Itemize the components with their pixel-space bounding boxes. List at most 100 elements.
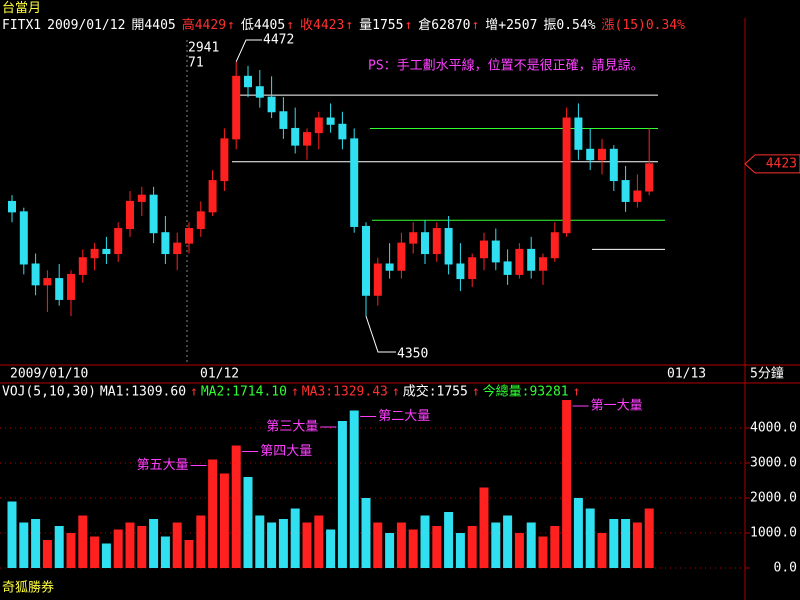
volume-bar [7, 501, 17, 568]
volume-bar [597, 533, 607, 568]
quote-field: 2009/01/12 [47, 18, 126, 33]
candle-fill [433, 228, 441, 254]
volume-bar [19, 522, 29, 568]
y-tick-label: 0.0 [774, 561, 797, 576]
volume-bar [208, 459, 218, 568]
candle-body [444, 228, 453, 265]
volume-bar [361, 498, 371, 568]
volume-bar [42, 540, 52, 568]
cursor-label: 2941 [188, 41, 219, 56]
volume-legend: ↑ [392, 385, 400, 400]
candle-fill [539, 257, 547, 271]
leader [365, 315, 396, 353]
volume-legend: ↑ [291, 385, 299, 400]
volume-legend: ↑ [573, 385, 581, 400]
volume-bar [373, 522, 383, 568]
candle-body [350, 138, 359, 227]
y-tick-label: 3000.0 [750, 456, 797, 471]
candle-fill [397, 243, 405, 271]
volume-bar [66, 533, 76, 568]
candle-fill [480, 241, 488, 258]
candle-body [244, 75, 252, 88]
quote-field: ↑ [227, 18, 235, 33]
volume-note: 第四大量 [260, 444, 312, 459]
candle-body [149, 194, 158, 234]
volume-bar [196, 515, 206, 568]
quote-field: 開4405 [131, 18, 176, 33]
volume-bar [609, 519, 619, 568]
candle-body [609, 148, 618, 182]
volume-bar [231, 445, 241, 568]
quote-field: 量1755 [359, 18, 404, 33]
volume-bar [219, 473, 229, 568]
volume-bar [585, 508, 595, 568]
volume-bar [31, 519, 41, 568]
period: 5分鐘 [750, 366, 784, 382]
volume-bar [396, 522, 406, 568]
candle-fill [315, 118, 323, 133]
volume-legend: MA3:1329.43 [302, 385, 388, 400]
leader [235, 39, 262, 62]
volume-bar [125, 522, 135, 568]
candle-body [385, 263, 394, 271]
candle-body [421, 232, 429, 255]
volume-bar [621, 519, 631, 568]
volume-bar [514, 533, 524, 568]
volume-bar [267, 522, 277, 568]
volume-note: 第三大量 [266, 420, 318, 435]
volume-bar [467, 526, 477, 568]
candle-body [527, 248, 536, 271]
candle-body [8, 200, 16, 213]
quote-field: 振0.54% [543, 18, 596, 33]
volume-legend: 今總量:93281 [483, 384, 569, 400]
quote-field: 增+2507 [485, 18, 538, 33]
volume-bar [491, 522, 501, 568]
volume-note: 第一大量 [591, 399, 643, 414]
candle-body [267, 96, 276, 113]
volume-note: 第五大量 [137, 458, 189, 473]
volume-bar [314, 515, 324, 568]
last-price-box [744, 154, 800, 174]
volume-bar [172, 522, 182, 568]
candle-fill [91, 249, 99, 258]
candle-fill [67, 274, 75, 300]
volume-bar [302, 522, 312, 568]
candle-fill [43, 278, 51, 285]
quote-field: ↑ [286, 18, 295, 33]
volume-bar [526, 522, 536, 568]
volume-legend: MA2:1714.10 [201, 385, 287, 400]
quote-field: 倉62870 [418, 18, 471, 33]
volume-bar [444, 512, 454, 568]
volume-bar [420, 515, 430, 568]
y-tick-label: 2000.0 [750, 491, 797, 506]
candle-body [161, 232, 170, 255]
volume-bar [632, 522, 642, 568]
candle-body [338, 123, 347, 140]
candle-fill [645, 163, 653, 191]
candle-body [456, 263, 465, 280]
volume-bar [137, 526, 147, 568]
volume-bar [385, 533, 395, 568]
quote-field: ↑ [471, 18, 480, 33]
footer: 奇狐勝券 [2, 580, 54, 596]
candle-body [326, 117, 335, 125]
quote-field: ↑ [404, 18, 413, 33]
volume-bar [243, 477, 253, 568]
candle-body [31, 263, 40, 286]
volume-bar [479, 487, 489, 568]
candle-fill [114, 228, 122, 254]
volume-bar [550, 526, 560, 568]
cursor-label: 71 [188, 56, 204, 71]
volume-legend: ↑ [190, 385, 198, 400]
candle-body [621, 180, 630, 202]
volume-bar [149, 519, 159, 568]
volume-bar [562, 400, 572, 568]
volume-legend: ↑ [472, 385, 480, 400]
volume-bar [432, 526, 442, 568]
volume-bar [278, 519, 288, 568]
volume-bar [326, 529, 336, 568]
candle-fill [126, 201, 134, 229]
volume-bar [290, 508, 300, 568]
candle-fill [633, 191, 641, 202]
